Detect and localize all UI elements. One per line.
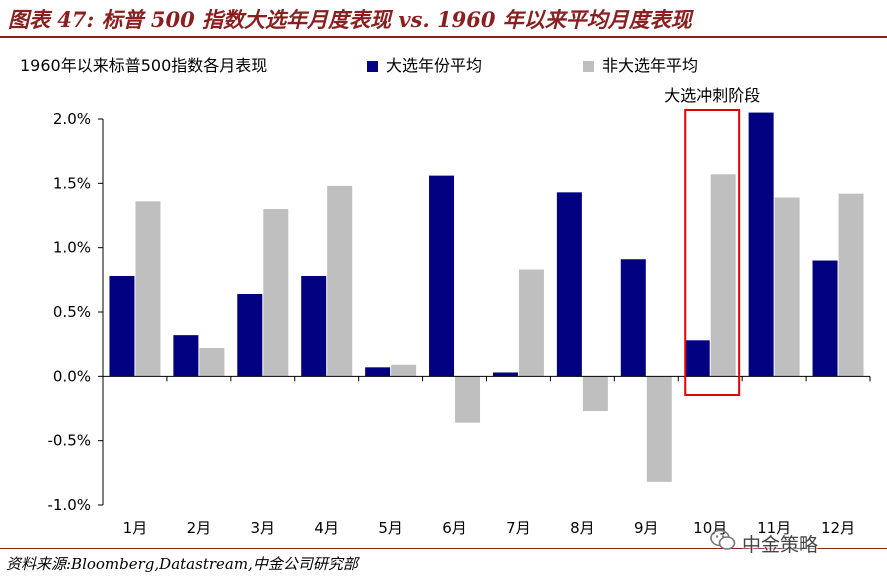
bar-election-year xyxy=(237,293,263,377)
y-tick-label: -1.0% xyxy=(47,496,91,514)
x-tick-label: 11月 xyxy=(757,519,791,537)
annotation-box xyxy=(684,109,741,396)
legend-label-non-election-year: 非大选年平均 xyxy=(602,56,699,75)
bar-non-election-year xyxy=(327,185,353,377)
bar-election-year xyxy=(109,275,135,377)
bar-non-election-year xyxy=(774,197,800,377)
y-tick-label: 1.0% xyxy=(53,239,91,257)
bar-election-year xyxy=(556,192,582,377)
legend-swatch-non-election-year xyxy=(583,61,594,72)
x-tick-label: 3月 xyxy=(251,519,276,537)
bar-non-election-year xyxy=(391,364,417,377)
bar-non-election-year xyxy=(710,174,736,377)
bar-election-year xyxy=(173,335,199,377)
x-tick-label: 8月 xyxy=(570,519,595,537)
bar-non-election-year xyxy=(838,193,864,377)
bar-non-election-year xyxy=(518,269,544,377)
bar-non-election-year xyxy=(263,209,289,377)
bar-election-year xyxy=(429,175,455,377)
bar-non-election-year xyxy=(646,376,672,482)
source-divider xyxy=(0,548,887,549)
bar-election-year xyxy=(812,260,838,377)
legend-label-election-year: 大选年份平均 xyxy=(386,56,483,75)
x-tick-label: 12月 xyxy=(821,519,855,537)
x-tick-label: 4月 xyxy=(314,519,339,537)
y-tick-label: 0.5% xyxy=(53,303,91,321)
bar-election-year xyxy=(684,340,710,377)
x-tick-label: 1月 xyxy=(123,519,148,537)
bar-election-year xyxy=(492,372,518,377)
x-tick-label: 2月 xyxy=(187,519,212,537)
bar-election-year xyxy=(301,275,327,377)
x-tick-label: 7月 xyxy=(506,519,531,537)
wechat-icon xyxy=(710,529,736,550)
bar-non-election-year xyxy=(582,376,608,412)
bar-non-election-year xyxy=(455,376,481,423)
x-tick-label: 5月 xyxy=(378,519,403,537)
x-tick-label: 10月 xyxy=(693,519,727,537)
bar-non-election-year xyxy=(199,348,225,377)
legend-item-non-election-year: 非大选年平均 xyxy=(583,52,698,76)
bar-election-year xyxy=(365,367,391,377)
y-tick-label: -0.5% xyxy=(47,432,91,450)
legend-item-election-year: 大选年份平均 xyxy=(367,52,482,76)
bar-election-year xyxy=(620,259,646,377)
y-tick-label: 0.0% xyxy=(53,367,91,385)
x-tick-label: 9月 xyxy=(634,519,659,537)
bar-non-election-year xyxy=(135,201,161,377)
title-divider xyxy=(0,36,887,38)
annotation-label: 大选冲刺阶段 xyxy=(664,86,760,105)
figure-title: 图表 47: 标普 500 指数大选年月度表现 vs. 1960 年以来平均月度… xyxy=(8,7,692,32)
source-note: 资料来源:Bloomberg,Datastream,中金公司研究部 xyxy=(6,555,358,573)
bar-election-year xyxy=(748,112,774,377)
y-tick-label: 1.5% xyxy=(53,174,91,192)
legend-swatch-election-year xyxy=(367,61,378,72)
chart-title: 1960年以来标普500指数各月表现 xyxy=(20,56,268,75)
x-tick-label: 6月 xyxy=(442,519,467,537)
y-tick-label: 2.0% xyxy=(53,110,91,128)
watermark: 中金策略 xyxy=(742,534,819,556)
